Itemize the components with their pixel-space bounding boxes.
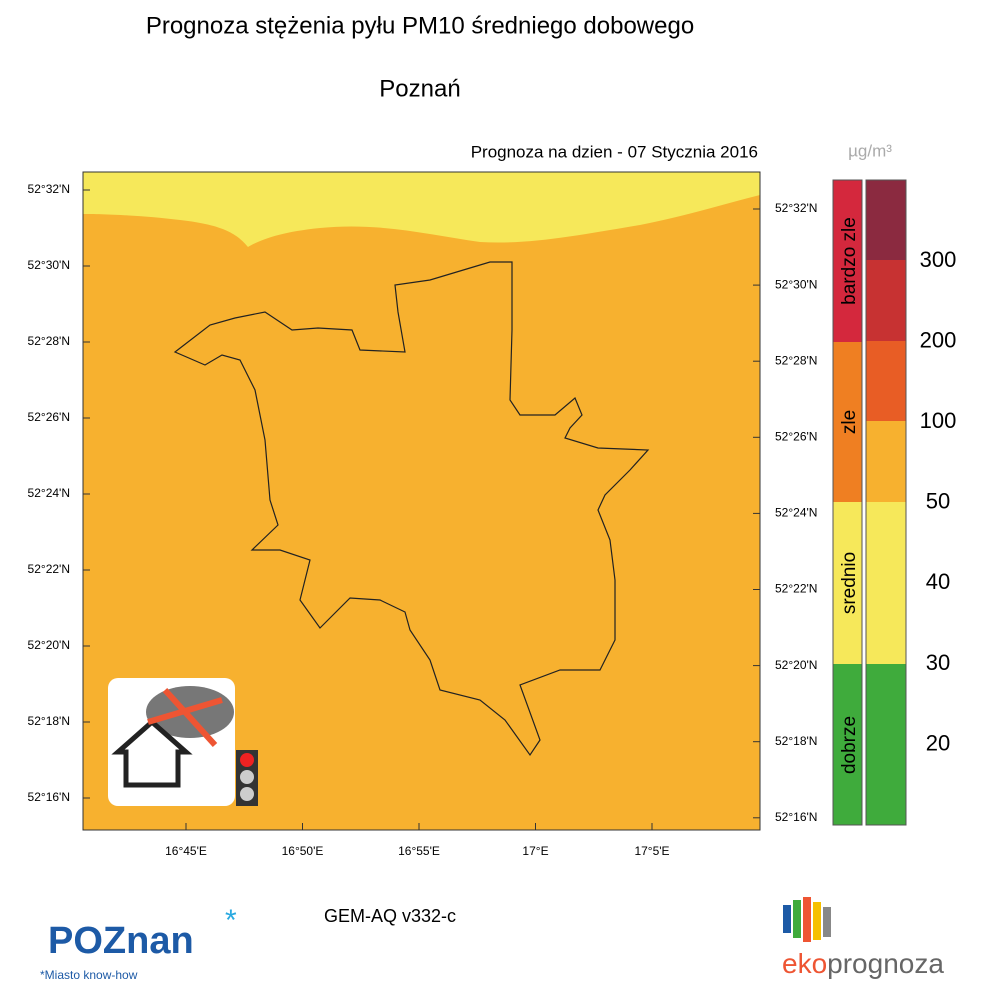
lat-label: 52°22'N [28, 562, 70, 576]
lat-label: 52°26'N [775, 429, 817, 443]
scale-band [866, 180, 906, 260]
legend-band [833, 664, 862, 825]
logo-star: * [225, 904, 237, 937]
scale-label: 300 [920, 247, 957, 272]
scale-frame [865, 179, 907, 826]
map-frame [82, 171, 761, 831]
scale-band [866, 260, 906, 341]
lat-label: 52°30'N [775, 277, 817, 291]
right-logo: ekoprognoza [782, 948, 944, 979]
scale-band [866, 664, 906, 825]
left-tagline: *Miasto know-how [40, 968, 138, 982]
right-logo-b: prognoza [827, 948, 944, 979]
lat-label: 52°18'N [775, 734, 817, 748]
scale-label: 100 [920, 408, 957, 433]
scale-band [866, 421, 906, 502]
title: Prognoza stężenia pyłu PM10 średniego do… [146, 12, 694, 39]
lat-label: 52°30'N [28, 258, 70, 272]
lon-label: 17°5'E [634, 844, 669, 858]
lat-label: 52°20'N [28, 638, 70, 652]
lat-label: 52°16'N [775, 810, 817, 824]
lat-label: 52°22'N [775, 582, 817, 596]
legend-band [833, 502, 862, 664]
lat-label: 52°16'N [28, 790, 70, 804]
map [82, 171, 761, 831]
model: GEM-AQ v332-c [324, 906, 456, 926]
light [240, 787, 254, 801]
lon-label: 16°50'E [282, 844, 324, 858]
lat-label: 52°32'N [28, 182, 70, 196]
lat-label: 52°18'N [28, 714, 70, 728]
scale-band [866, 341, 906, 421]
legend-category: dobrze [839, 716, 860, 774]
legend [832, 179, 907, 826]
scale-label: 200 [920, 327, 957, 352]
scale-band [866, 502, 906, 664]
lat-label: 52°24'N [28, 486, 70, 500]
legend-band [833, 180, 862, 342]
scale-label: 50 [926, 489, 950, 514]
lat-label: 52°28'N [775, 353, 817, 367]
scale-label: 40 [926, 569, 950, 594]
light [240, 753, 254, 767]
scale-label: 30 [926, 650, 950, 675]
unit: µg/m³ [848, 141, 892, 160]
lon-label: 17°E [522, 844, 548, 858]
legend-frame [832, 179, 863, 826]
legend-category: bardzo zle [839, 217, 860, 305]
cross [162, 687, 218, 748]
eko-icon [783, 897, 831, 942]
legend-category: srednio [839, 552, 860, 614]
subtitle: Poznań [379, 75, 460, 102]
left-logo: POZnan [48, 920, 194, 962]
light [240, 770, 254, 784]
lat-label: 52°32'N [775, 201, 817, 215]
icon [108, 678, 258, 806]
city-boundary [173, 261, 650, 757]
legend-category: zle [839, 410, 860, 434]
scale-label: 20 [926, 730, 950, 755]
lon-label: 16°45'E [165, 844, 207, 858]
lon-label: 16°55'E [398, 844, 440, 858]
legend-band [833, 342, 862, 502]
house [111, 718, 193, 788]
lat-label: 52°24'N [775, 506, 817, 520]
zone-moderate [83, 172, 760, 247]
date: Prognoza na dzien - 07 Stycznia 2016 [471, 142, 758, 161]
lat-label: 52°20'N [775, 658, 817, 672]
lat-label: 52°26'N [28, 410, 70, 424]
right-logo-a: eko [782, 948, 827, 979]
lat-label: 52°28'N [28, 334, 70, 348]
